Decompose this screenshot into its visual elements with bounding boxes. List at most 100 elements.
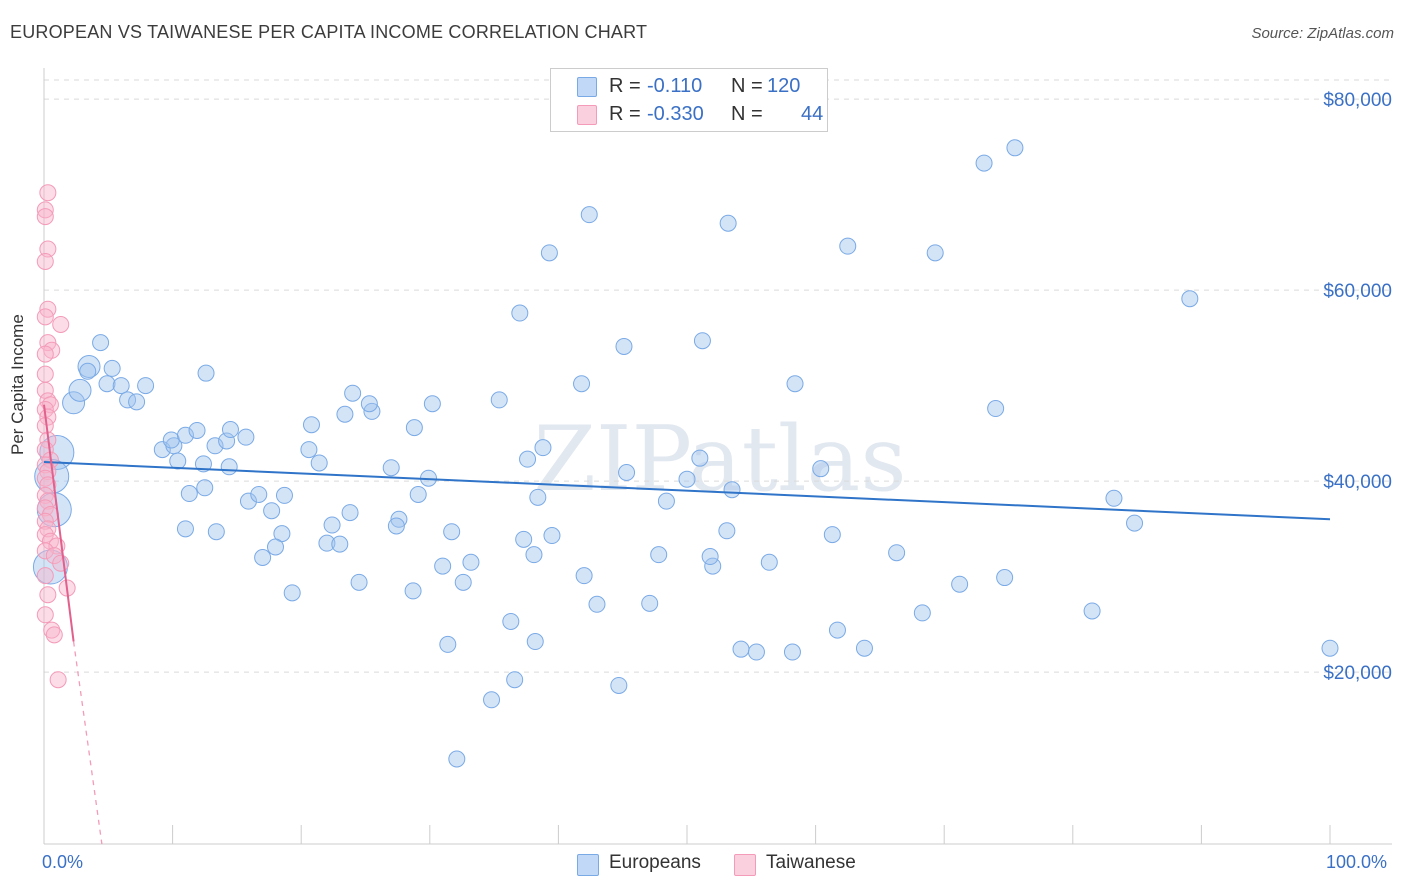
europeans-point bbox=[926, 244, 944, 262]
taiwanese-point bbox=[36, 201, 54, 219]
taiwanese-point bbox=[39, 586, 57, 604]
europeans-point bbox=[275, 486, 293, 504]
europeans-point bbox=[575, 567, 593, 585]
europeans-point bbox=[68, 378, 92, 402]
x-min-label: 0.0% bbox=[42, 852, 84, 872]
taiwanese-trend-extension bbox=[72, 641, 103, 845]
taiwanese-point bbox=[36, 606, 54, 624]
europeans-point bbox=[1105, 489, 1123, 507]
legend-n-value: 120 bbox=[767, 75, 801, 97]
europeans-point bbox=[382, 459, 400, 477]
taiwanese-legend-swatch bbox=[734, 854, 756, 876]
europeans-point bbox=[344, 384, 362, 402]
source-label: Source: ZipAtlas.com bbox=[1251, 25, 1394, 42]
taiwanese-point bbox=[36, 252, 54, 270]
europeans-point bbox=[318, 534, 336, 552]
europeans-point bbox=[540, 244, 558, 262]
europeans-point bbox=[103, 359, 121, 377]
europeans-point bbox=[580, 206, 598, 224]
europeans-legend-swatch bbox=[577, 854, 599, 876]
europeans-point bbox=[610, 676, 628, 694]
europeans-point bbox=[423, 395, 441, 413]
europeans-point bbox=[176, 520, 194, 538]
taiwanese-point bbox=[36, 456, 54, 474]
taiwanese-point bbox=[52, 315, 70, 333]
europeans-point bbox=[701, 548, 719, 566]
taiwanese-point bbox=[36, 308, 54, 326]
europeans-point bbox=[1181, 290, 1199, 308]
europeans-point bbox=[390, 510, 408, 528]
europeans-point bbox=[996, 569, 1014, 587]
europeans-point bbox=[62, 391, 86, 415]
europeans-point bbox=[128, 393, 146, 411]
europeans-point bbox=[220, 458, 238, 476]
europeans-point bbox=[529, 488, 547, 506]
europeans-point bbox=[975, 154, 993, 172]
taiwanese-point bbox=[36, 208, 54, 226]
europeans-point bbox=[137, 377, 155, 395]
taiwanese-swatch bbox=[577, 105, 597, 125]
europeans-point bbox=[783, 643, 801, 661]
taiwanese-point bbox=[43, 621, 61, 639]
europeans-point bbox=[1321, 639, 1339, 657]
europeans-point bbox=[439, 635, 457, 653]
europeans-point bbox=[519, 450, 537, 468]
taiwanese-legend-label: Taiwanese bbox=[766, 852, 856, 873]
y-tick-label: $20,000 bbox=[1323, 663, 1392, 684]
europeans-point bbox=[732, 640, 750, 658]
europeans-point bbox=[760, 553, 778, 571]
europeans-point bbox=[525, 546, 543, 564]
europeans-point bbox=[691, 449, 709, 467]
legend-r-label: R = bbox=[609, 103, 641, 125]
taiwanese-trend-line bbox=[43, 404, 75, 642]
europeans-point bbox=[404, 582, 422, 600]
europeans-point bbox=[1126, 514, 1144, 532]
europeans-point bbox=[387, 517, 405, 535]
europeans-point bbox=[98, 375, 116, 393]
europeans-point bbox=[704, 557, 722, 575]
taiwanese-point bbox=[41, 396, 59, 414]
europeans-point bbox=[823, 526, 841, 544]
legend-r-label: R = bbox=[609, 75, 641, 97]
europeans-point bbox=[615, 337, 633, 355]
europeans-point bbox=[723, 481, 741, 499]
legend-r-value: -0.110 bbox=[647, 75, 703, 97]
taiwanese-point bbox=[36, 567, 54, 585]
europeans-point bbox=[266, 538, 284, 556]
europeans-point bbox=[300, 441, 318, 459]
europeans-point bbox=[336, 405, 354, 423]
europeans-point bbox=[197, 364, 215, 382]
europeans-point bbox=[350, 573, 368, 591]
europeans-point bbox=[812, 460, 830, 478]
europeans-point bbox=[718, 522, 736, 540]
y-tick-label: $40,000 bbox=[1323, 472, 1392, 493]
europeans-point bbox=[526, 633, 544, 651]
europeans-point bbox=[502, 612, 520, 630]
watermark: ZIPatlas bbox=[533, 407, 906, 512]
europeans-legend-label: Europeans bbox=[609, 852, 701, 873]
europeans-swatch bbox=[577, 77, 597, 97]
europeans-point bbox=[913, 604, 931, 622]
taiwanese-point bbox=[49, 671, 67, 689]
europeans-point bbox=[283, 584, 301, 602]
europeans-point bbox=[839, 237, 857, 255]
europeans-point bbox=[573, 375, 591, 393]
europeans-point bbox=[77, 355, 101, 378]
europeans-point bbox=[678, 470, 696, 488]
europeans-point bbox=[951, 575, 969, 593]
europeans-point bbox=[263, 502, 281, 520]
europeans-point bbox=[511, 304, 529, 322]
europeans-point bbox=[490, 391, 508, 409]
taiwanese-point bbox=[39, 240, 57, 258]
europeans-point bbox=[483, 691, 501, 709]
europeans-point bbox=[180, 485, 198, 503]
europeans-point bbox=[207, 523, 225, 541]
stats-legend: R = -0.110 N = 120 R = -0.330 N = 44 bbox=[550, 68, 828, 132]
taiwanese-point bbox=[45, 626, 63, 644]
europeans-point bbox=[693, 332, 711, 350]
europeans-point bbox=[323, 516, 341, 534]
europeans-point bbox=[254, 549, 272, 566]
europeans-point bbox=[657, 492, 675, 510]
y-tick-label: $80,000 bbox=[1323, 90, 1392, 111]
europeans-point bbox=[828, 621, 846, 639]
